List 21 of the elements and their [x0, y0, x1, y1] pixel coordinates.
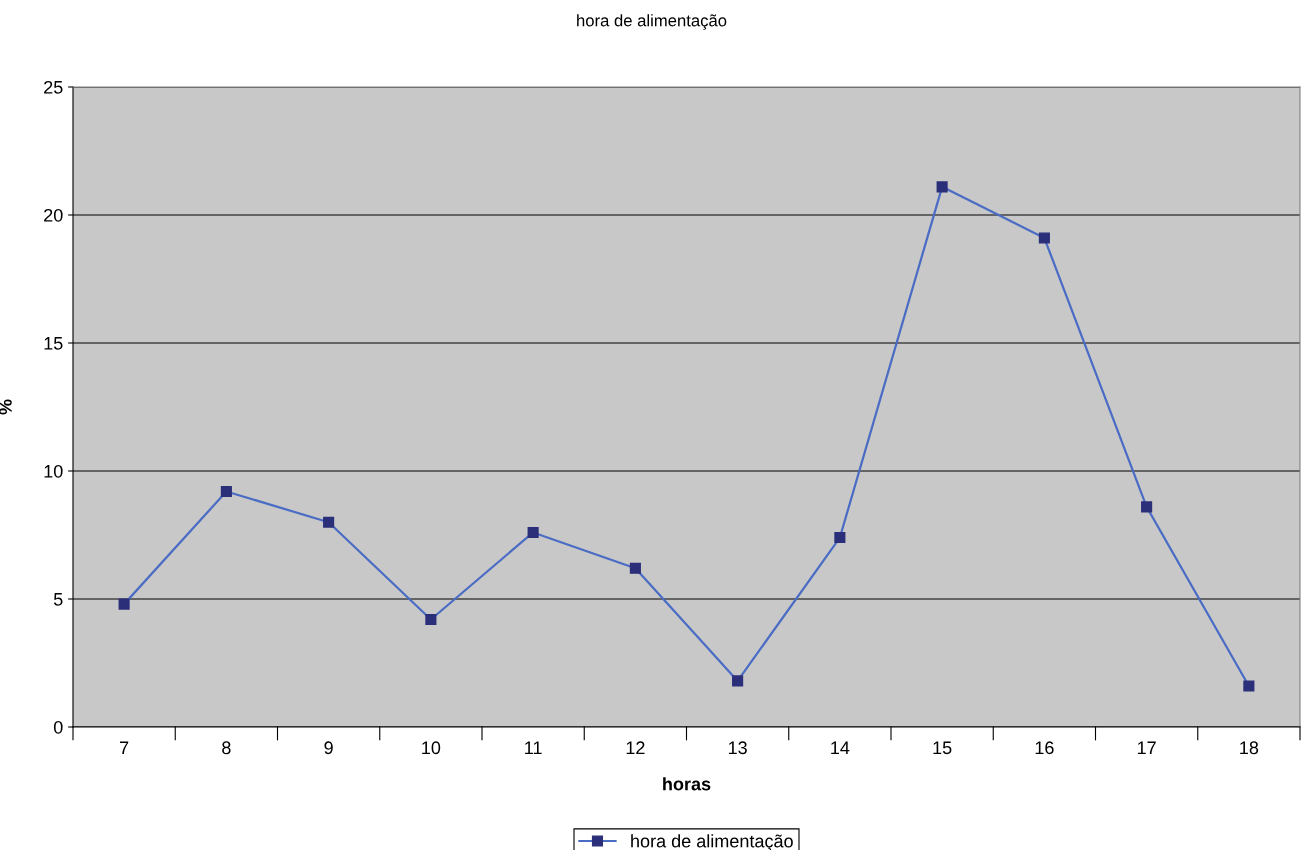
x-tick-label: 12	[626, 741, 645, 754]
y-axis-title: %	[0, 399, 12, 415]
x-tick-label: 11	[525, 741, 542, 754]
x-axis-title: horas	[663, 777, 711, 791]
y-tick-label: 0	[53, 720, 63, 734]
y-tick-label: 25	[44, 80, 63, 94]
x-tick-label: 9	[324, 741, 333, 755]
x-tick-label: 8	[222, 741, 231, 755]
x-tick-label: 17	[1137, 741, 1156, 754]
y-tick-label: 5	[53, 593, 63, 606]
x-tick-label: 14	[831, 741, 850, 754]
x-tick-label: 18	[1240, 741, 1259, 755]
x-tick-label: 16	[1035, 741, 1054, 755]
x-tick-label: 10	[422, 741, 441, 755]
y-tick-label: 10	[44, 464, 63, 478]
x-tick-label: 13	[728, 741, 747, 755]
x-tick-label: 15	[933, 741, 952, 755]
y-tick-label: 20	[44, 208, 63, 222]
chart-title: hora de alimentação	[577, 14, 727, 30]
x-tick-label: 7	[120, 741, 129, 754]
y-tick-label: 15	[44, 337, 63, 350]
